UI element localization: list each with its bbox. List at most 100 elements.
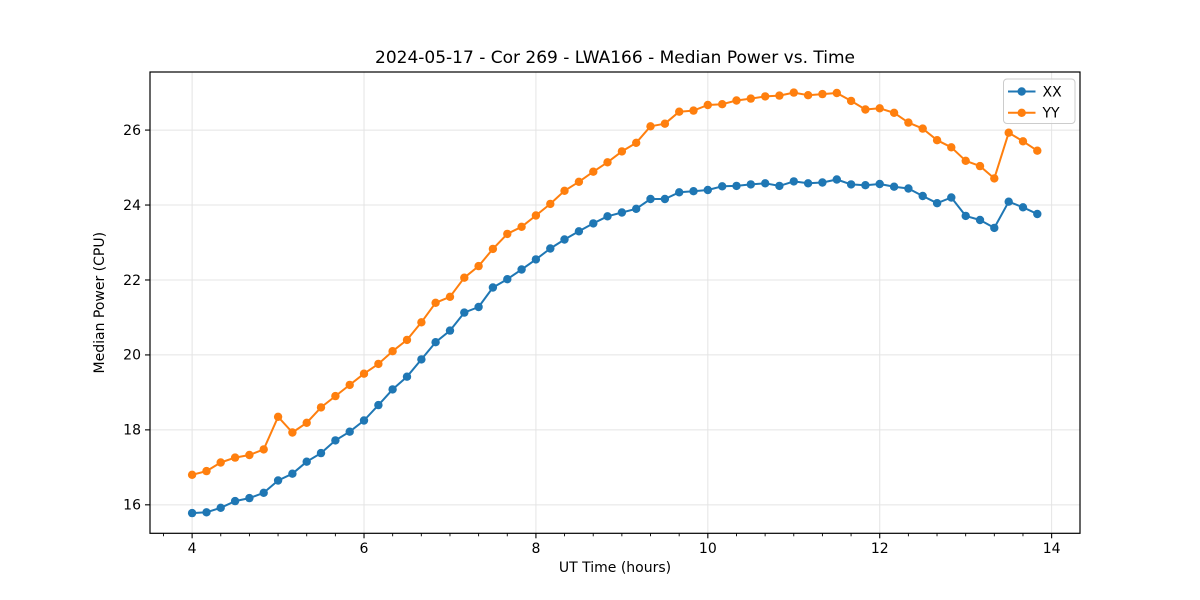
series-layer	[187, 88, 1042, 518]
data-point-YY	[990, 174, 999, 183]
data-point-XX	[889, 182, 899, 191]
data-point-YY	[675, 107, 684, 116]
data-point-YY	[775, 91, 784, 100]
data-point-YY	[488, 244, 498, 254]
data-point-YY	[445, 292, 455, 301]
data-point-XX	[961, 211, 970, 221]
legend-entry-YY: YY	[1008, 106, 1060, 122]
data-point-XX	[259, 488, 268, 497]
data-point-XX	[230, 496, 240, 506]
data-point-YY	[288, 428, 297, 437]
x-axis-label: UT Time (hours)	[559, 560, 671, 576]
data-point-XX	[775, 181, 784, 191]
data-point-YY	[460, 273, 469, 282]
data-point-YY	[517, 222, 526, 231]
x-tick-label: 6	[360, 541, 369, 557]
data-point-YY	[904, 118, 913, 127]
y-axis-label: Median Power (CPU)	[92, 232, 108, 374]
legend: XX YY	[1003, 78, 1076, 124]
data-point-YY	[617, 147, 627, 156]
x-tick-label: 4	[188, 541, 197, 557]
data-point-YY	[846, 96, 856, 106]
data-point-YY	[187, 470, 197, 479]
data-point-XX	[990, 223, 999, 233]
data-point-XX	[288, 469, 297, 478]
data-point-XX	[503, 275, 512, 284]
data-point-YY	[789, 88, 798, 97]
y-tick-label: 26	[123, 123, 141, 139]
data-point-YY	[546, 199, 555, 209]
data-point-YY	[875, 104, 884, 113]
data-point-XX	[803, 179, 813, 188]
data-point-XX	[818, 178, 827, 187]
data-point-YY	[560, 186, 569, 195]
data-point-XX	[861, 181, 870, 190]
data-point-YY	[345, 380, 354, 390]
data-point-XX	[732, 181, 741, 191]
data-point-XX	[761, 179, 770, 188]
data-point-XX	[331, 436, 340, 445]
data-point-YY	[531, 211, 541, 220]
data-point-YY	[574, 177, 584, 186]
data-point-YY	[861, 105, 870, 114]
series-YY	[187, 88, 1042, 479]
data-point-YY	[961, 156, 970, 165]
grid-lines	[150, 72, 1080, 534]
chart-title: 2024-05-17 - Cor 269 - LWA166 - Median P…	[375, 48, 855, 68]
data-point-YY	[918, 124, 927, 133]
data-point-XX	[445, 326, 455, 335]
data-point-XX	[417, 355, 426, 364]
y-tick-label: 20	[123, 348, 141, 364]
axis-ticks: 4 6 8 10 12 14 16 18 20 22 24 26	[123, 123, 1060, 557]
data-point-YY	[646, 122, 655, 131]
data-point-YY	[803, 91, 813, 100]
data-point-XX	[374, 400, 383, 410]
y-tick-label: 24	[123, 198, 141, 214]
data-point-YY	[718, 100, 727, 109]
data-point-XX	[875, 179, 884, 189]
data-point-XX	[245, 493, 254, 503]
data-point-XX	[560, 235, 569, 244]
data-point-YY	[331, 391, 340, 401]
legend-label-YY: YY	[1042, 106, 1061, 122]
y-tick-label: 18	[123, 423, 141, 439]
data-point-XX	[345, 427, 354, 436]
data-point-XX	[202, 508, 211, 517]
data-point-YY	[947, 143, 956, 152]
legend-label-XX: XX	[1043, 84, 1063, 100]
data-point-XX	[359, 416, 369, 425]
data-point-YY	[660, 119, 670, 128]
data-point-XX	[646, 194, 655, 204]
data-point-XX	[402, 372, 412, 381]
data-point-YY	[589, 167, 598, 176]
data-point-XX	[1018, 203, 1028, 212]
data-point-XX	[302, 457, 311, 466]
data-point-XX	[546, 244, 555, 253]
data-point-XX	[517, 265, 526, 274]
data-point-XX	[947, 193, 956, 202]
data-point-XX	[789, 177, 798, 186]
data-point-YY	[832, 88, 841, 98]
data-point-YY	[417, 318, 426, 327]
data-point-YY	[402, 335, 412, 345]
data-point-YY	[359, 369, 369, 378]
legend-marker-XX	[1017, 87, 1026, 96]
data-point-XX	[675, 188, 684, 197]
x-tick-label: 12	[871, 541, 889, 557]
x-tick-label: 14	[1043, 541, 1061, 557]
data-point-XX	[589, 219, 598, 228]
axes-frame	[149, 71, 1081, 534]
x-tick-label: 8	[531, 541, 540, 557]
data-point-XX	[460, 308, 469, 317]
data-point-YY	[388, 347, 397, 356]
data-point-XX	[187, 508, 197, 518]
data-point-YY	[703, 100, 712, 110]
y-tick-label: 22	[123, 273, 141, 289]
data-point-XX	[474, 302, 483, 312]
data-point-YY	[302, 418, 311, 427]
data-point-XX	[832, 175, 841, 184]
data-point-XX	[431, 338, 440, 347]
x-tick-label: 10	[699, 541, 717, 557]
data-point-YY	[259, 445, 268, 454]
